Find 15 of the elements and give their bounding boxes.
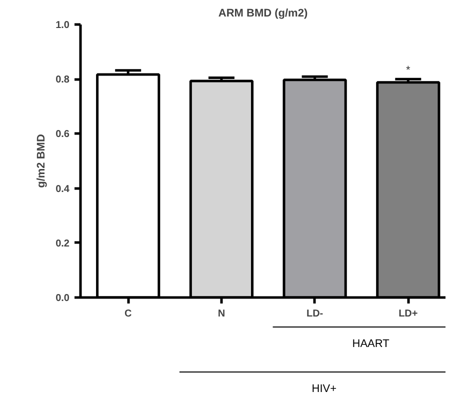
- y-tick-label: 0.8: [56, 74, 70, 86]
- x-tick-label: C: [124, 308, 132, 320]
- y-tick-label: 0.0: [56, 293, 70, 304]
- x-tick-label: LD+: [398, 308, 418, 320]
- annotation: *: [406, 64, 412, 76]
- text: HAART: [352, 338, 390, 350]
- x-tick-label: N: [218, 308, 226, 320]
- y-tick-label: 0.6: [56, 129, 70, 140]
- y-axis-title: g/m2 BMD: [36, 134, 48, 188]
- chart-title: ARM BMD (g/m2): [218, 8, 308, 20]
- x-tick-label: LD-: [306, 308, 324, 320]
- y-tick-label: 1.0: [56, 20, 70, 31]
- y-tick-label: 0.2: [56, 238, 70, 250]
- y-tick-label: 0.4: [56, 184, 70, 195]
- text: HIV+: [312, 382, 337, 395]
